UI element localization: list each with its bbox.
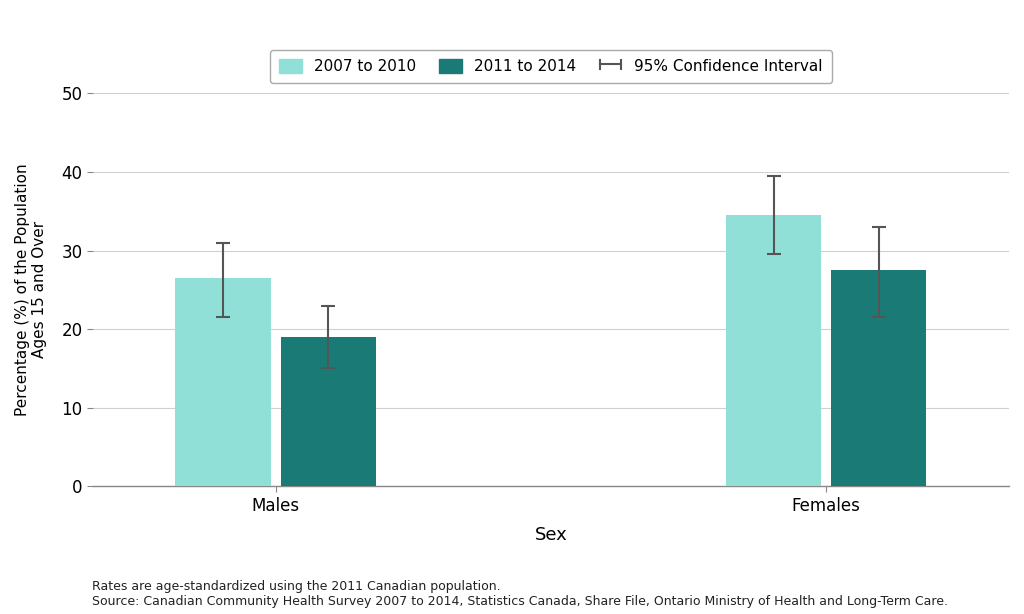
Bar bbox=[726, 215, 821, 486]
Text: Source: Canadian Community Health Survey 2007 to 2014, Statistics Canada, Share : Source: Canadian Community Health Survey… bbox=[92, 595, 948, 608]
Bar bbox=[831, 270, 927, 486]
Legend: 2007 to 2010, 2011 to 2014, 95% Confidence Interval: 2007 to 2010, 2011 to 2014, 95% Confiden… bbox=[269, 50, 833, 84]
Y-axis label: Percentage (%) of the Population
Ages 15 and Over: Percentage (%) of the Population Ages 15… bbox=[15, 163, 47, 416]
X-axis label: Sex: Sex bbox=[535, 526, 567, 544]
Bar bbox=[175, 278, 270, 486]
Text: Rates are age-standardized using the 2011 Canadian population.: Rates are age-standardized using the 201… bbox=[92, 580, 501, 593]
Bar bbox=[281, 337, 376, 486]
